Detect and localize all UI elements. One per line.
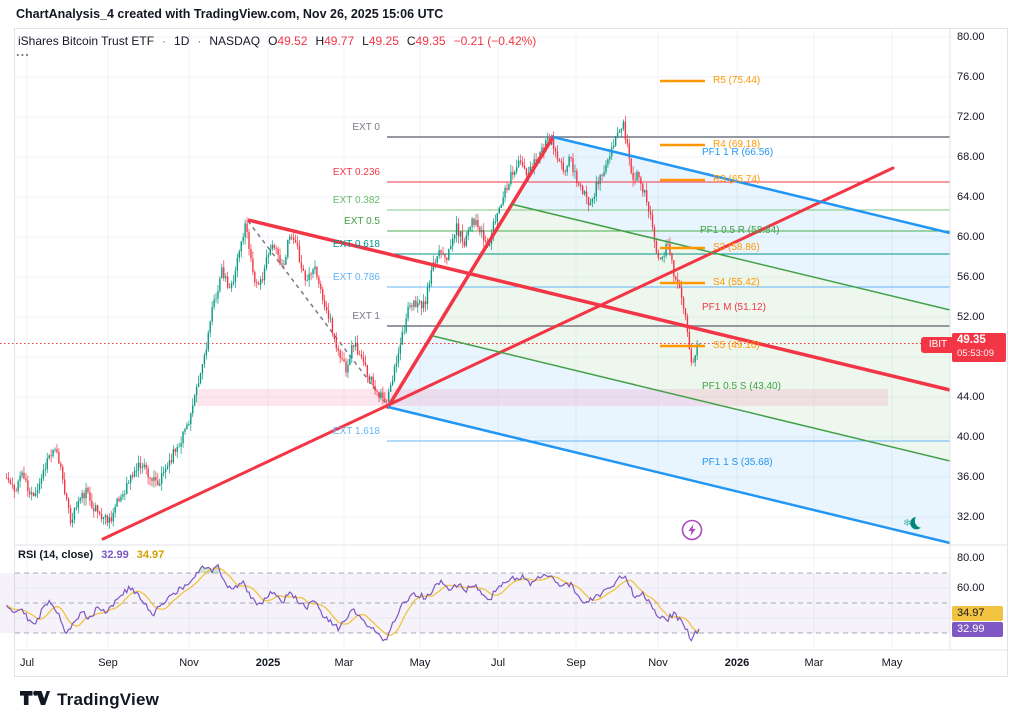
time-axis-label: Jul (19, 657, 35, 669)
price-axis-label: 60.00 (957, 231, 985, 243)
pivot-level-label: R5 (75.44) (713, 75, 761, 86)
tradingview-footer: TradingView (20, 690, 159, 710)
pitchfork-level-label: PF1 M (51.12) (702, 302, 766, 313)
fib-level-label: EXT 1 (352, 311, 380, 322)
price-axis-label: 40.00 (957, 431, 985, 443)
fib-level-label: EXT 0.5 (344, 216, 380, 227)
pivot-level-label: R3 (65.74) (713, 174, 761, 185)
change-value: −0.21 (−0.42%) (453, 34, 537, 48)
ohlc-item: C49.35 (406, 34, 446, 48)
pitchfork-tine-05r (510, 203, 951, 311)
pitchfork-level-label: PF1 0.5 S (43.40) (702, 381, 781, 392)
ohlc-item: L49.25 (362, 34, 399, 48)
time-axis-label: May (409, 657, 431, 669)
price-axis-label: 68.00 (957, 151, 985, 163)
rsi-title: RSI (14, close) (18, 549, 94, 561)
interval-label: 1D (174, 34, 190, 48)
fib-level-label: EXT 0.618 (332, 239, 380, 250)
last-price-box: 49.35 05:53:09 (952, 333, 1006, 362)
fib-level-label: EXT 0.382 (332, 195, 380, 206)
symbol-legend: iShares Bitcoin Trust ETF · 1D · NASDAQ O49.… (18, 34, 536, 48)
rsi-value-badge: 34.97 (952, 606, 1003, 621)
price-axis-label: 36.00 (957, 471, 985, 483)
pitchfork-upper-channel (511, 137, 950, 310)
pitchfork-lower-channel (388, 336, 950, 543)
time-axis-label: Mar (804, 657, 824, 669)
pivot-level-label: S3 (58.86) (713, 242, 760, 253)
ohlc-item: O49.52 (268, 34, 308, 48)
pitchfork-median (247, 218, 951, 392)
tradingview-logo-icon (20, 690, 50, 705)
ohlc-item: H49.77 (315, 34, 355, 48)
price-axis-label: 52.00 (957, 311, 985, 323)
legend-separator: · (162, 34, 167, 48)
price-axis-label: 80.00 (957, 31, 985, 43)
pitchfork-tine-1s (387, 405, 951, 545)
rsi-value-badge: 32.99 (952, 622, 1003, 637)
ohlc-values: O49.52 H49.77 L49.25 C49.35 (268, 34, 446, 48)
pivot-level-label: R4 (69.18) (713, 139, 761, 150)
pitchfork-level-label: PF1 1 R (66.56) (702, 147, 774, 158)
pivot-level-segments (660, 79, 705, 348)
pitchfork-level-label: PF1 1 S (35.68) (702, 457, 773, 468)
fib-extension-lines (387, 136, 950, 442)
pivot-level-label: S4 (55.42) (713, 277, 760, 288)
pitchfork-level-label: PF1 0.5 R (58.84) (700, 225, 780, 236)
time-axis-label: Sep (566, 657, 586, 669)
time-axis-label: Sep (98, 657, 118, 669)
support-zone-band (197, 389, 888, 406)
pitchfork-channel-fills (197, 137, 950, 543)
pitchfork-handle (386, 135, 555, 409)
time-axis-label: Jul (490, 657, 506, 669)
time-axis-label: 2026 (724, 657, 750, 669)
rsi-legend: RSI (14, close) 32.99 34.97 (18, 549, 164, 561)
long-uptrend (101, 166, 895, 541)
last-price-value: 49.35 (957, 334, 986, 346)
symbol-name: iShares Bitcoin Trust ETF (18, 34, 155, 48)
price-axis-label: 32.00 (957, 511, 985, 523)
price-axis-label: 56.00 (957, 271, 985, 283)
snapshot-title: ChartAnalysis_4 created with TradingView… (16, 7, 444, 21)
price-axis-label: 76.00 (957, 71, 985, 83)
pitchfork-tine-05s (432, 335, 951, 462)
time-axis-label: Mar (334, 657, 354, 669)
rsi-ma-value: 34.97 (136, 549, 165, 561)
fib-level-label: EXT 0.236 (332, 167, 380, 178)
pitchfork-mid-channel (433, 204, 950, 461)
exchange-label: NASDAQ (209, 34, 261, 48)
rsi-line (6, 563, 700, 642)
fib-level-label: EXT 0 (352, 122, 380, 133)
pitchfork-tine-1r (552, 135, 951, 235)
price-axis-label: 44.00 (957, 391, 985, 403)
time-axis-label: 2025 (255, 657, 281, 669)
bar-countdown: 05:53:09 (957, 348, 994, 359)
lightning-icon[interactable] (681, 519, 703, 541)
legend-separator: · (197, 34, 202, 48)
moon-icon (910, 517, 921, 530)
rsi-value: 32.99 (101, 549, 129, 561)
time-axis-label: Nov (648, 657, 668, 669)
ticker-tag: IBIT (921, 337, 955, 353)
trend-lines[interactable] (101, 135, 951, 545)
rsi-axis-label: 80.00 (957, 552, 985, 564)
price-axis-label: 72.00 (957, 111, 985, 123)
zigzag-dashed-line (247, 220, 389, 407)
fib-level-label: EXT 1.618 (332, 426, 380, 437)
rsi-ma-line (6, 567, 700, 636)
tradingview-brand-text: TradingView (57, 690, 160, 709)
rsi-axis-label: 60.00 (957, 582, 985, 594)
time-axis-label: May (881, 657, 903, 669)
snowflake-icon: ❄ (903, 518, 911, 529)
price-axis-label: 64.00 (957, 191, 985, 203)
fib-level-label: EXT 0.786 (332, 272, 380, 283)
legend-more-button[interactable]: ... (16, 44, 30, 59)
time-axis-label: Nov (179, 657, 199, 669)
pivot-level-label: S5 (49.16) (713, 340, 760, 351)
